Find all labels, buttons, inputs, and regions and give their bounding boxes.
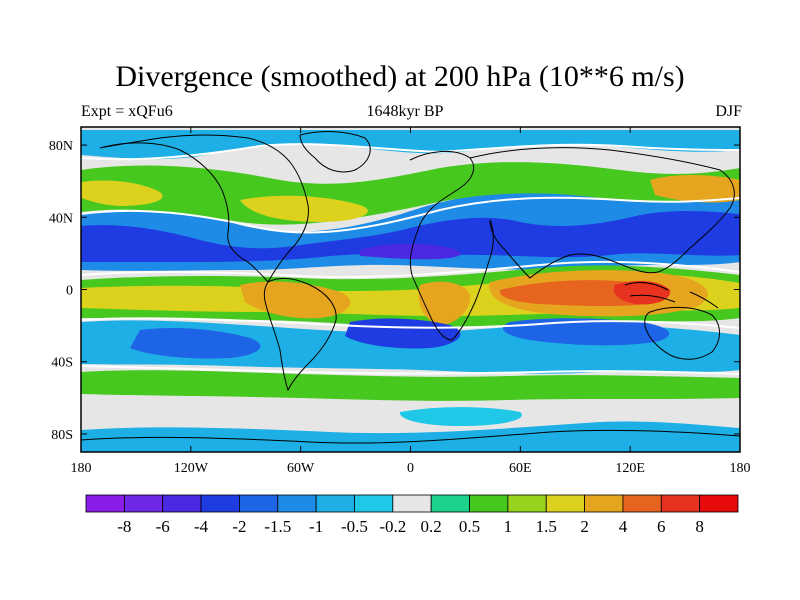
colorbar-swatch — [660, 494, 701, 513]
coastline-europe-africa — [409, 150, 494, 341]
colorbar-swatch — [545, 494, 585, 513]
divergence-band-midlatitude-south — [81, 370, 740, 401]
colorbar-swatch — [162, 494, 202, 513]
colorbar-label: -4 — [194, 517, 209, 536]
divergence-core-north-atlantic — [240, 195, 368, 222]
divergence-core-west-pacific — [650, 175, 740, 203]
experiment-label: Expt = xQFu6 — [81, 103, 173, 120]
colorbar-label: 1 — [504, 517, 513, 536]
y-tick-label: 40N — [49, 211, 73, 226]
chart-title: Divergence (smoothed) at 200 hPa (10**6 … — [115, 60, 685, 93]
coastline-greenland — [299, 131, 371, 173]
colorbar-label: 0.2 — [421, 517, 442, 536]
colorbar-swatch — [239, 494, 279, 513]
divergence-band-midlatitude-north — [81, 162, 740, 225]
convergence-core-indian-ocean-south — [502, 318, 670, 346]
x-tick-label: 120W — [174, 461, 209, 476]
coastline-asia — [469, 147, 735, 279]
divergence-peak-maritime-continent — [613, 280, 671, 305]
colorbar-label: 2 — [580, 517, 589, 536]
colorbar-swatch — [507, 494, 547, 513]
divergence-field — [81, 127, 740, 452]
x-tick-label: 60W — [287, 461, 315, 476]
coastline-antarctica — [81, 429, 740, 444]
divergence-core-africa — [418, 281, 471, 325]
x-tick-label: 120E — [615, 461, 645, 476]
colorbar-swatch — [430, 494, 470, 513]
colorbar-swatch — [354, 494, 394, 513]
colorbar-swatch — [584, 494, 624, 513]
coastline-maritime-continent — [624, 282, 719, 309]
zero-contours — [81, 143, 740, 375]
colorbar-label: -0.5 — [341, 517, 368, 536]
coastline-north-america — [99, 134, 309, 283]
colorbar-label: 0.5 — [459, 517, 480, 536]
x-tick-label: 180 — [730, 461, 751, 476]
coastline-south-america — [263, 277, 337, 392]
colorbar-swatch — [85, 494, 125, 513]
time-label: 1648kyr BP — [366, 103, 444, 120]
y-tick-label: 40S — [51, 356, 73, 371]
colorbar-label: -8 — [117, 517, 131, 536]
colorbar-label: -2 — [232, 517, 246, 536]
colorbar: -8 -6 -4 -2 -1.5 -1 -0.5 -0.2 0.2 0.5 1 1.5 2 4 6 8 — [85, 494, 739, 536]
colorbar-swatch — [469, 494, 509, 513]
convergence-core-south-pacific — [130, 327, 261, 359]
colorbar-label: 1.5 — [536, 517, 557, 536]
coastline-australia — [644, 306, 720, 360]
season-label: DJF — [715, 103, 742, 120]
axis-ticks — [80, 127, 741, 452]
x-tick-label: 60E — [509, 461, 532, 476]
y-tick-label: 0 — [66, 284, 73, 299]
colorbar-swatch — [200, 494, 240, 513]
colorbar-swatch — [277, 494, 317, 513]
convergence-peak-north — [360, 243, 461, 260]
colorbar-label: 6 — [657, 517, 666, 536]
colorbar-label: -6 — [156, 517, 170, 536]
x-tick-label: 180 — [71, 461, 92, 476]
colorbar-label: 4 — [619, 517, 628, 536]
colorbar-label: 8 — [695, 517, 704, 536]
colorbar-label: -1 — [309, 517, 323, 536]
convergence-area-antarctic — [81, 421, 740, 452]
colorbar-swatch — [622, 494, 662, 513]
colorbar-label: -0.2 — [379, 517, 406, 536]
convergence-core-north — [81, 211, 740, 262]
y-tick-label: 80N — [49, 139, 73, 154]
y-tick-label: 80S — [51, 428, 73, 443]
x-tick-label: 0 — [407, 461, 414, 476]
divergence-core-north-pacific — [81, 180, 163, 206]
convergence-patch-southern-ocean — [399, 407, 522, 426]
axis-tick-labels: 180 120W 60W 0 60E 120E 180 80N 40N 0 40S 80S — [49, 139, 751, 476]
colorbar-swatch — [123, 494, 164, 513]
colorbar-label: -1.5 — [264, 517, 291, 536]
colorbar-swatch — [315, 494, 355, 513]
colorbar-swatch — [699, 494, 739, 513]
coastlines — [81, 131, 740, 444]
colorbar-swatch — [392, 494, 432, 513]
